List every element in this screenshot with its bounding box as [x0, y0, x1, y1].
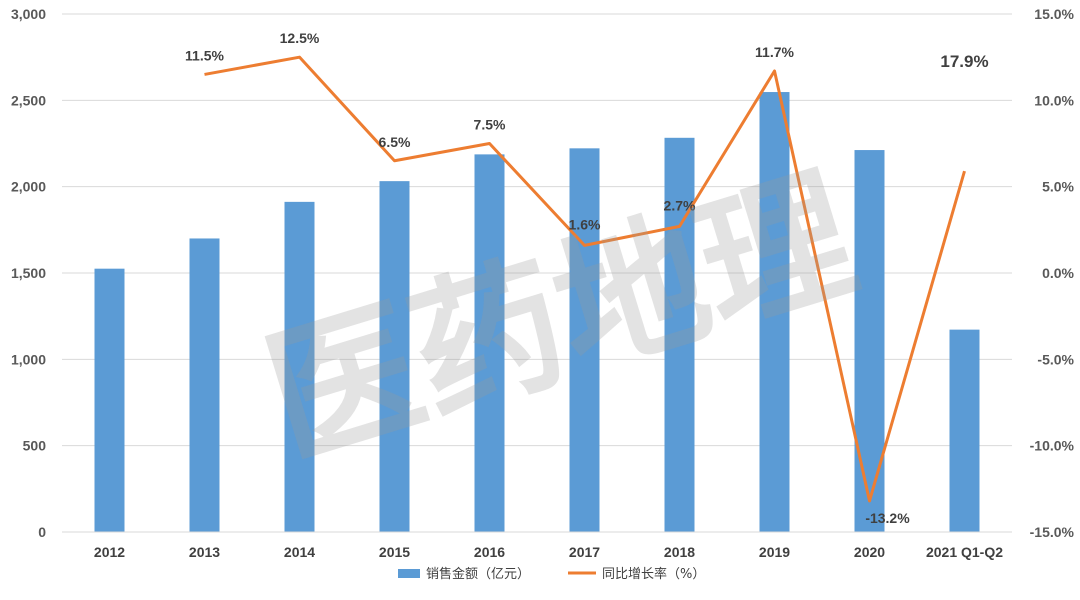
y-right-tick-label: -10.0% — [1030, 438, 1075, 454]
line-data-label: 17.9% — [940, 52, 988, 71]
bar — [569, 148, 600, 533]
line-series — [204, 55, 966, 503]
line-data-label: 7.5% — [474, 117, 506, 133]
data-labels: 11.5% 12.5% 6.5% 7.5% 1.6% 2.7% 11.7% -13.2% 17.… — [185, 30, 989, 526]
y-right-tick-label: -15.0% — [1030, 524, 1075, 540]
y-left-tick-label: 1,000 — [11, 351, 46, 367]
x-tick-label: 2021 Q1-Q2 — [926, 544, 1003, 560]
y-right-tick-label: 0.0% — [1042, 265, 1074, 281]
bar — [474, 154, 505, 533]
legend-swatch-bar — [398, 569, 420, 578]
line-data-label: 6.5% — [379, 134, 411, 150]
x-tick-label: 2016 — [474, 544, 505, 560]
y-right-tick-label: 5.0% — [1042, 179, 1074, 195]
y-left-tick-label: 0 — [38, 524, 46, 540]
line-data-label: 12.5% — [280, 30, 320, 46]
gridlines — [62, 13, 1012, 447]
line-data-label: 1.6% — [569, 216, 601, 232]
bar — [759, 92, 790, 532]
axes: 0 500 1,000 1,500 2,000 2,500 3,000 -15.0% -10.0… — [11, 6, 1075, 560]
y-left-tick-label: 1,500 — [11, 265, 46, 281]
x-tick-label: 2012 — [94, 544, 125, 560]
bar — [949, 329, 980, 532]
bar — [189, 238, 220, 532]
legend-label-bar: 销售金额（亿元） — [426, 566, 530, 582]
bar — [854, 150, 885, 532]
line-data-label: 2.7% — [664, 197, 696, 213]
line-data-label: -13.2% — [865, 510, 910, 526]
bar-series — [94, 92, 980, 533]
x-tick-label: 2014 — [284, 544, 315, 560]
legend-label-line: 同比增长率（%） — [602, 566, 705, 582]
y-left-tick-label: 2,000 — [11, 179, 46, 195]
y-left-tick-label: 3,000 — [11, 6, 46, 22]
x-tick-label: 2019 — [759, 544, 790, 560]
line-data-label: 11.7% — [755, 44, 794, 60]
bar — [379, 181, 410, 532]
x-tick-label: 2017 — [569, 544, 600, 560]
x-tick-label: 2018 — [664, 544, 695, 560]
x-tick-label: 2013 — [189, 544, 220, 560]
legend: 销售金额（亿元） 同比增长率（%） — [398, 566, 705, 582]
line-data-label: 11.5% — [185, 47, 224, 63]
x-tick-label: 2015 — [379, 544, 410, 560]
growth-line — [204, 55, 966, 503]
x-tick-label: 2020 — [854, 544, 885, 560]
y-left-tick-label: 2,500 — [11, 92, 46, 108]
bar — [284, 201, 315, 532]
y-left-tick-label: 500 — [23, 438, 47, 454]
bar — [94, 268, 125, 532]
y-right-tick-label: -5.0% — [1037, 351, 1074, 367]
bar — [664, 137, 695, 532]
y-right-tick-label: 10.0% — [1034, 92, 1074, 108]
y-right-tick-label: 15.0% — [1034, 6, 1074, 22]
